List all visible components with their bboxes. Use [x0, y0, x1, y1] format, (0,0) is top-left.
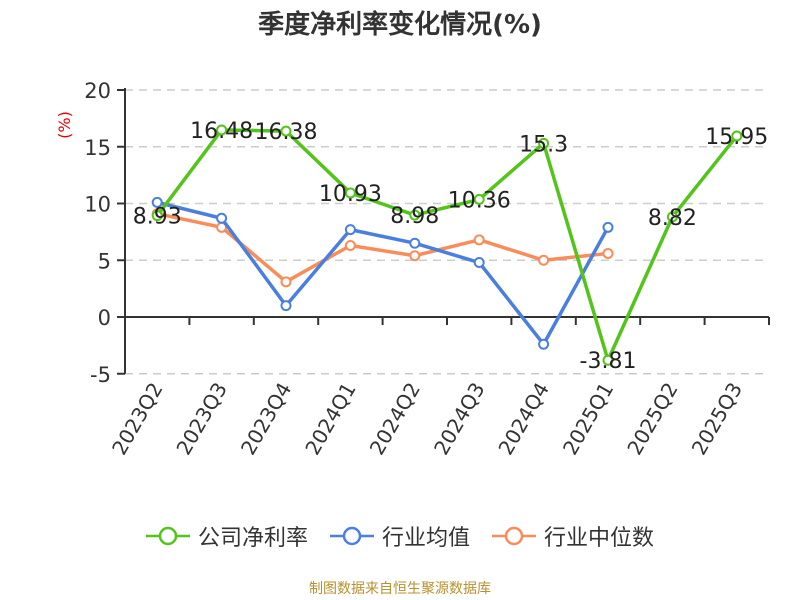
data-label: 8.98	[390, 204, 439, 229]
data-point[interactable]	[409, 209, 421, 221]
legend-item[interactable]: 行业中位数	[492, 520, 654, 552]
y-tick-label: 15	[84, 136, 111, 160]
data-point[interactable]	[409, 237, 421, 249]
x-tick-label: 2025Q3	[687, 378, 747, 459]
legend-line-icon	[145, 526, 190, 546]
legend: 公司净利率 行业均值 行业中位数	[0, 520, 800, 552]
data-point[interactable]	[344, 224, 356, 236]
x-tick-label: 2023Q3	[171, 378, 231, 459]
data-label: 10.36	[448, 188, 511, 213]
data-point[interactable]	[731, 130, 743, 142]
data-point[interactable]	[538, 338, 550, 350]
data-point[interactable]	[602, 354, 614, 366]
data-label: 15.95	[705, 125, 768, 150]
y-tick-label: 5	[98, 249, 111, 273]
y-tick-label: -5	[90, 363, 111, 387]
legend-label: 行业中位数	[544, 526, 655, 551]
data-point[interactable]	[280, 300, 292, 312]
data-label: 8.82	[648, 206, 697, 231]
data-point[interactable]	[216, 212, 228, 224]
data-label: 10.93	[319, 182, 382, 207]
x-tick-label: 2023Q2	[107, 378, 167, 459]
data-point[interactable]	[538, 254, 550, 266]
y-axis-unit: (%)	[55, 111, 74, 139]
chart-title: 季度净利率变化情况(%)	[258, 10, 542, 40]
data-label: 8.93	[133, 205, 182, 230]
data-label: 16.38	[255, 120, 318, 145]
x-tick-label: 2023Q4	[236, 378, 296, 459]
data-point[interactable]	[151, 210, 163, 222]
data-point[interactable]	[409, 250, 421, 262]
y-tick-label: 10	[84, 193, 111, 217]
legend-label: 行业均值	[381, 526, 470, 551]
series-line	[156, 212, 609, 284]
data-point[interactable]	[473, 234, 485, 246]
data-label: 16.48	[190, 119, 253, 144]
data-point[interactable]	[280, 125, 292, 137]
data-point[interactable]	[602, 221, 614, 233]
source-note: 制图数据来自恒生聚源数据库	[309, 581, 491, 597]
y-tick-label: 20	[84, 79, 111, 103]
x-tick-label: 2024Q4	[493, 378, 553, 459]
legend-label: 公司净利率	[197, 526, 308, 551]
y-tick-label: 0	[98, 306, 111, 330]
legend-item[interactable]: 行业均值	[329, 520, 470, 552]
data-point[interactable]	[538, 137, 550, 149]
legend-line-icon	[492, 526, 536, 546]
x-tick-label: 2025Q2	[622, 378, 682, 459]
data-point[interactable]	[344, 239, 356, 251]
data-point[interactable]	[473, 257, 485, 269]
x-tick-label: 2025Q1	[558, 378, 618, 459]
data-point[interactable]	[216, 124, 228, 136]
x-tick-label: 2024Q3	[429, 378, 489, 459]
data-point[interactable]	[666, 211, 678, 223]
series-line	[155, 128, 739, 362]
data-point[interactable]	[280, 276, 292, 288]
data-point[interactable]	[344, 187, 356, 199]
x-tick-label: 2024Q2	[365, 378, 425, 459]
data-point[interactable]	[473, 193, 485, 205]
legend-line-icon	[329, 526, 374, 546]
data-label: -3.81	[580, 349, 637, 374]
x-tick-label: 2024Q1	[300, 378, 360, 459]
series-line	[156, 200, 610, 346]
data-point[interactable]	[151, 196, 163, 208]
legend-item[interactable]: 公司净利率	[145, 520, 308, 552]
data-label: 15.3	[519, 132, 568, 157]
data-point[interactable]	[602, 247, 614, 259]
